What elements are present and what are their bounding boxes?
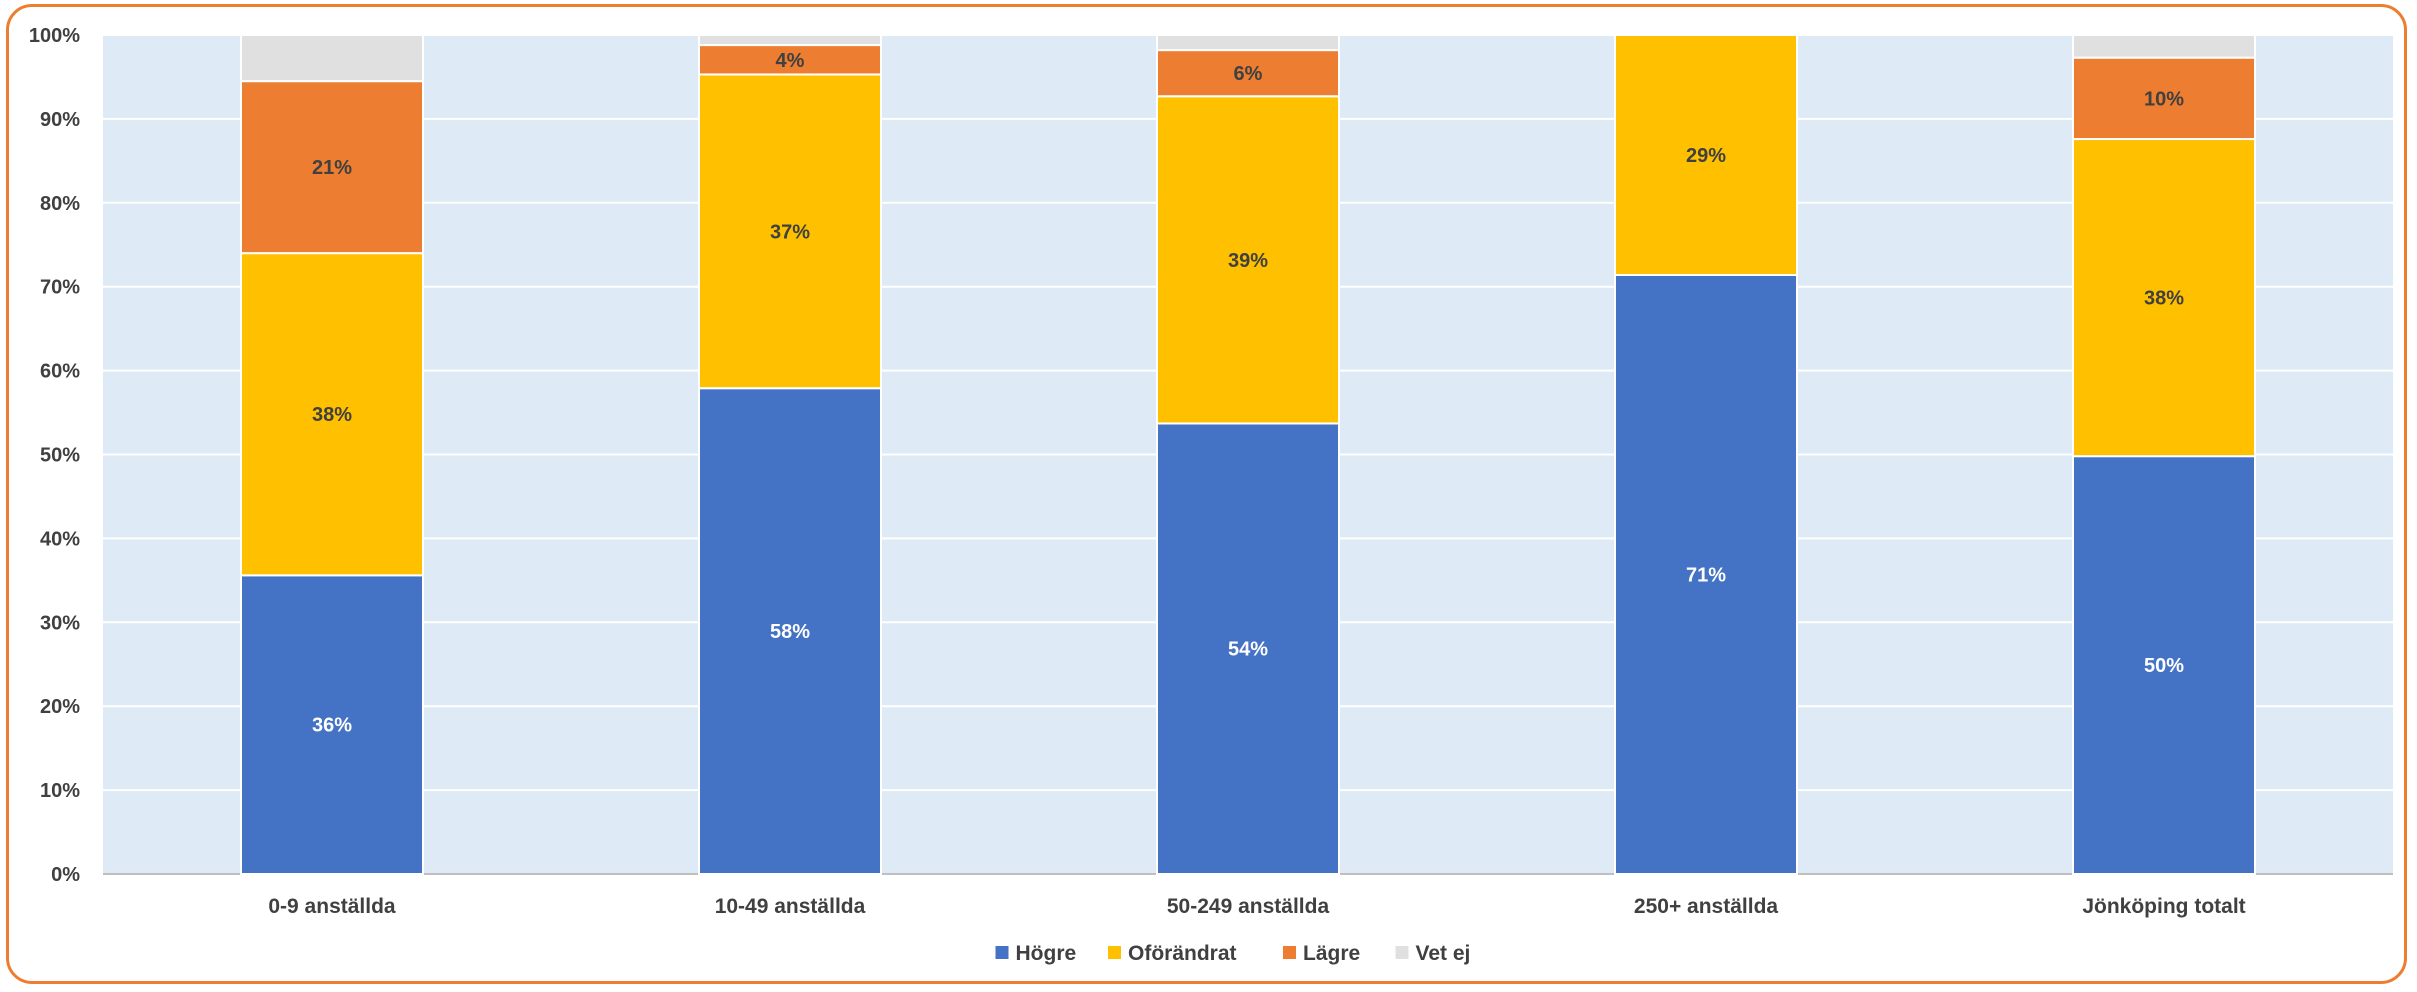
bar-segment-of-r-ndrat bbox=[240, 252, 424, 577]
y-tick-label: 80% bbox=[40, 193, 80, 215]
bar-segment-of-r-ndrat bbox=[1156, 95, 1340, 425]
legend-swatch bbox=[1395, 946, 1409, 959]
bar-segment-vet-ej bbox=[698, 34, 882, 47]
legend-swatch bbox=[1283, 946, 1296, 959]
data-label: 50% bbox=[2144, 655, 2184, 677]
y-tick-label: 10% bbox=[40, 780, 80, 802]
data-label: 58% bbox=[770, 621, 810, 643]
bar-segment-l-gre bbox=[240, 80, 424, 255]
x-category-label: 0-9 anställda bbox=[268, 895, 396, 918]
y-tick-label: 50% bbox=[40, 445, 80, 467]
bar-segment-vet-ej bbox=[2072, 34, 2256, 59]
legend-swatch bbox=[995, 946, 1009, 959]
legend-label: Lägre bbox=[1303, 942, 1360, 965]
x-category-label: 50-249 anställda bbox=[1167, 895, 1330, 918]
data-label: 38% bbox=[2144, 288, 2184, 310]
bar-segment-h-gre bbox=[1156, 422, 1340, 875]
y-tick-label: 100% bbox=[29, 25, 80, 47]
x-category-label: 10-49 anställda bbox=[715, 895, 866, 918]
data-label: 71% bbox=[1686, 564, 1726, 586]
bar-segment-vet-ej bbox=[1156, 34, 1340, 52]
bar-segment-l-gre bbox=[1156, 49, 1340, 98]
y-tick-label: 70% bbox=[40, 277, 80, 299]
y-tick-label: 60% bbox=[40, 361, 80, 383]
bar-segment-h-gre bbox=[1614, 273, 1798, 876]
bar-segment-h-gre bbox=[2072, 455, 2256, 875]
x-category-label: 250+ anställda bbox=[1634, 895, 1778, 918]
y-tick-label: 30% bbox=[40, 612, 80, 634]
bar-segment-of-r-ndrat bbox=[2072, 138, 2256, 458]
y-tick-label: 20% bbox=[40, 696, 80, 718]
bar-segment-of-r-ndrat bbox=[1614, 34, 1798, 276]
y-tick-label: 0% bbox=[51, 864, 80, 886]
legend-label: Oförändrat bbox=[1128, 942, 1237, 965]
data-label: 21% bbox=[312, 157, 352, 179]
data-label: 6% bbox=[1234, 63, 1263, 85]
legend-label: Vet ej bbox=[1416, 942, 1471, 965]
bar-segment-of-r-ndrat bbox=[698, 73, 882, 390]
legend-label: Högre bbox=[1016, 942, 1077, 965]
bar-segment-l-gre bbox=[2072, 56, 2256, 141]
bar-segment-h-gre bbox=[698, 387, 882, 875]
data-label: 39% bbox=[1228, 250, 1268, 272]
y-tick-label: 90% bbox=[40, 109, 80, 131]
bar-segment-h-gre bbox=[240, 574, 424, 875]
data-label: 37% bbox=[770, 221, 810, 243]
bar-segment-vet-ej bbox=[240, 34, 424, 83]
y-tick-label: 40% bbox=[40, 528, 80, 550]
data-label: 38% bbox=[312, 404, 352, 426]
data-label: 10% bbox=[2144, 88, 2184, 110]
data-label: 29% bbox=[1686, 145, 1726, 167]
data-label: 54% bbox=[1228, 639, 1268, 661]
data-label: 4% bbox=[776, 50, 805, 72]
x-category-label: Jönköping totalt bbox=[2082, 895, 2245, 918]
data-label: 36% bbox=[312, 715, 352, 737]
legend-swatch bbox=[1108, 946, 1121, 959]
